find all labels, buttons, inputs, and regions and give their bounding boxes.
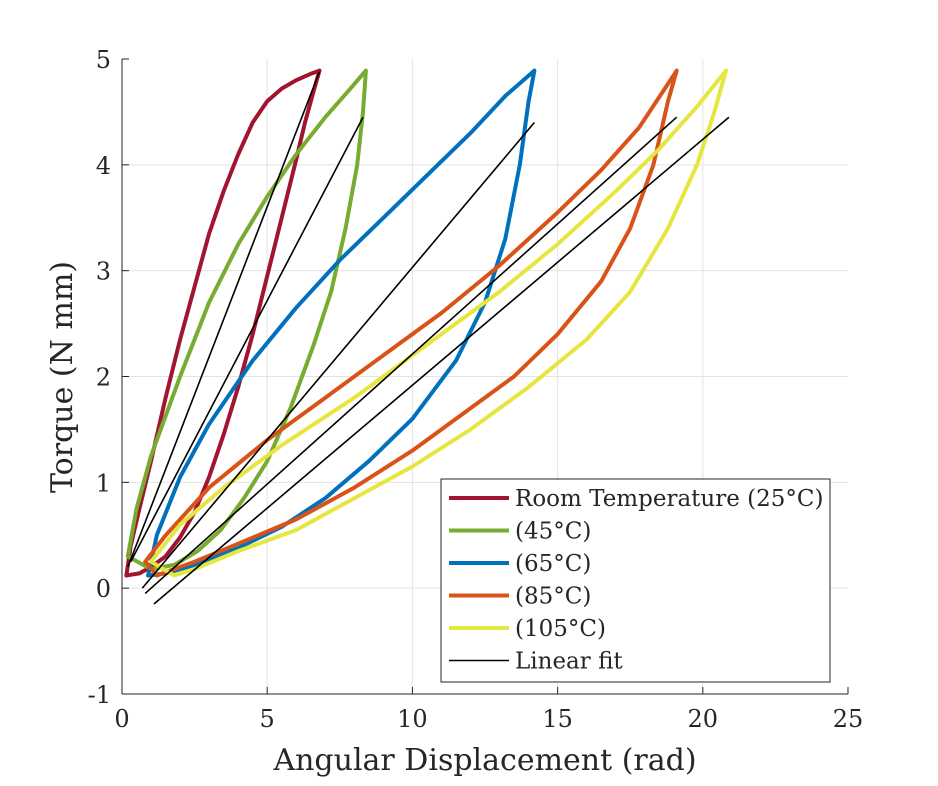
legend-box [440,478,831,683]
x-axis-label: Angular Displacement (rad) [272,743,696,778]
series-line-1 [125,68,368,572]
legend-label-0: Room Temperature (25°C) [515,486,823,512]
linear-fit-line-0 [127,71,321,568]
legend-label-1: (45°C) [515,519,591,545]
y-tick-label: 3 [96,258,111,286]
y-axis-label: Torque (N mm) [45,261,80,493]
linear-fit-line-2 [141,121,535,589]
legend: Room Temperature (25°C) (45°C) (65°C) (85°C… [440,478,831,683]
x-tick-label: 0 [114,705,129,733]
legend-label-2: (65°C) [515,551,591,577]
x-tick-label: 25 [833,705,864,733]
x-tick-label: 15 [542,705,573,733]
y-tick-label: 4 [96,152,111,180]
y-tick-label: 5 [96,46,111,74]
x-tick-label: 10 [397,705,428,733]
linear-fit-line-3 [144,116,678,595]
y-tick-label: 1 [96,469,111,497]
series-line-3 [143,68,679,578]
x-tick-label: 20 [688,705,719,733]
legend-label-3: (85°C) [515,584,591,610]
linear-fit-line-4 [153,116,730,605]
y-tick-label: 0 [96,575,111,603]
x-tick-label: 5 [260,705,275,733]
legend-label-4: (105°C) [515,616,606,642]
y-tick-label: -1 [88,681,111,709]
plot-area [124,68,730,605]
series-line-4 [149,68,728,578]
legend-label-5: Linear fit [515,649,623,675]
y-tick-label: 2 [96,364,111,392]
linear-fit-line-1 [130,116,364,563]
